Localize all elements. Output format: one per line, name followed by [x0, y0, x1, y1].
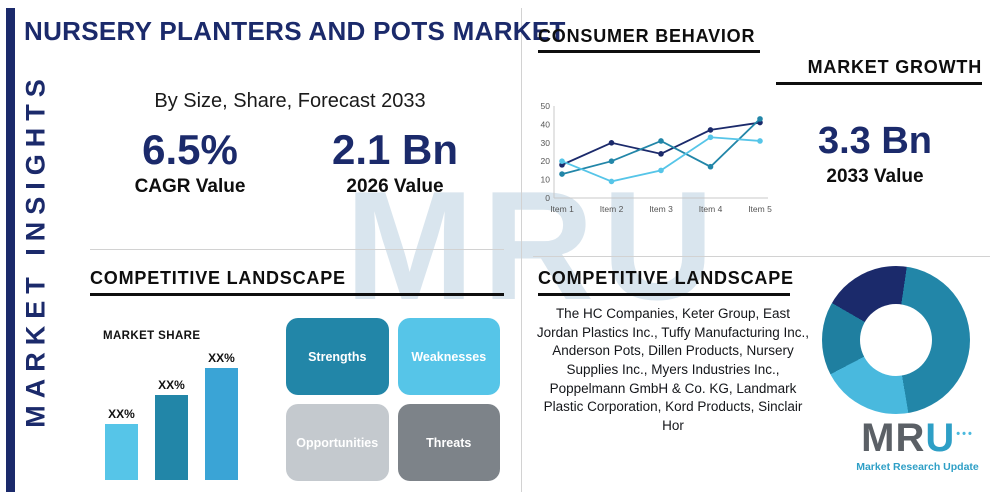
- consumer-behavior-underline: [538, 50, 760, 53]
- consumer-behavior-header: CONSUMER BEHAVIOR: [538, 26, 756, 46]
- mru-logo-letters: MRU•••: [840, 418, 995, 458]
- swot-cell-opportunities: Opportunities: [286, 404, 389, 481]
- companies-list: The HC Companies, Keter Group, East Jord…: [536, 306, 810, 433]
- market-share-bar: XX%: [105, 407, 138, 480]
- svg-text:0: 0: [545, 193, 550, 203]
- mru-logo-tagline: Market Research Update: [856, 461, 979, 473]
- cagr-stat: 6.5% CAGR Value: [95, 126, 285, 198]
- bar: [155, 395, 188, 480]
- svg-text:Item 4: Item 4: [699, 204, 723, 214]
- logo-letter-r: R: [895, 416, 926, 460]
- bar: [205, 368, 238, 480]
- left-horizontal-divider: [90, 249, 504, 250]
- market-share-chart: XX% XX% XX%: [105, 346, 260, 480]
- svg-text:Item 1: Item 1: [550, 204, 574, 214]
- swot-cell-strengths: Strengths: [286, 318, 389, 395]
- bar-value-label: XX%: [108, 407, 135, 421]
- swot-cell-weaknesses: Weaknesses: [397, 318, 500, 395]
- swot-cell-threats: Threats: [397, 404, 500, 481]
- logo-dots-icon: •••: [956, 427, 974, 440]
- cagr-label: CAGR Value: [134, 176, 246, 198]
- market-share-title: MARKET SHARE: [103, 330, 201, 342]
- logo-letter-u: U: [925, 416, 956, 460]
- center-divider: [521, 8, 522, 492]
- svg-text:10: 10: [541, 175, 551, 185]
- page-title: NURSERY PLANTERS AND POTS MARKET: [24, 16, 566, 46]
- donut-chart: [822, 266, 970, 414]
- market-share-bar: XX%: [155, 378, 188, 480]
- svg-text:30: 30: [541, 138, 551, 148]
- left-accent-bar: [6, 8, 15, 492]
- bar-value-label: XX%: [208, 351, 235, 365]
- growth-line-chart: 0 10 20 30 40 50 Item 1 Item 2 Item 3 Item 4 Item …: [541, 101, 773, 214]
- market-share-bar: XX%: [205, 351, 238, 480]
- svg-text:Item 2: Item 2: [600, 204, 624, 214]
- svg-text:40: 40: [541, 119, 551, 129]
- sidebar-vertical-label: MARKET INSIGHTS: [20, 72, 51, 428]
- donut-hole: [860, 304, 932, 376]
- market-growth-header: MARKET GROWTH: [807, 57, 982, 77]
- swot-grid: Strengths Weaknesses Opportunities Threa…: [286, 318, 500, 481]
- competitive-landscape-right-underline: [538, 293, 790, 296]
- watermark: MRU: [345, 159, 722, 332]
- svg-text:Item 5: Item 5: [748, 204, 772, 214]
- value-2026-label: 2026 Value: [346, 176, 444, 198]
- mru-logo: MRU••• Market Research Update: [840, 418, 995, 473]
- value-2033: 3.3 Bn: [817, 120, 933, 162]
- svg-text:20: 20: [541, 156, 551, 166]
- right-horizontal-divider: [533, 256, 990, 257]
- competitive-landscape-left-header: COMPETITIVE LANDSCAPE: [90, 268, 346, 288]
- competitive-landscape-left-underline: [90, 293, 504, 296]
- value-2033-label: 2033 Value: [826, 165, 924, 187]
- value-2033-stat: 3.3 Bn 2033 Value: [780, 120, 970, 188]
- bar-value-label: XX%: [158, 378, 185, 392]
- svg-text:Item 3: Item 3: [649, 204, 673, 214]
- logo-letter-m: M: [861, 416, 896, 460]
- svg-text:50: 50: [541, 101, 551, 111]
- market-growth-underline: [776, 82, 982, 85]
- competitive-landscape-right-header: COMPETITIVE LANDSCAPE: [538, 268, 794, 288]
- value-2026: 2.1 Bn: [331, 126, 459, 173]
- bar: [105, 424, 138, 480]
- value-2026-stat: 2.1 Bn 2026 Value: [300, 126, 490, 198]
- subtitle: By Size, Share, Forecast 2033: [154, 90, 426, 112]
- cagr-value: 6.5%: [142, 126, 238, 173]
